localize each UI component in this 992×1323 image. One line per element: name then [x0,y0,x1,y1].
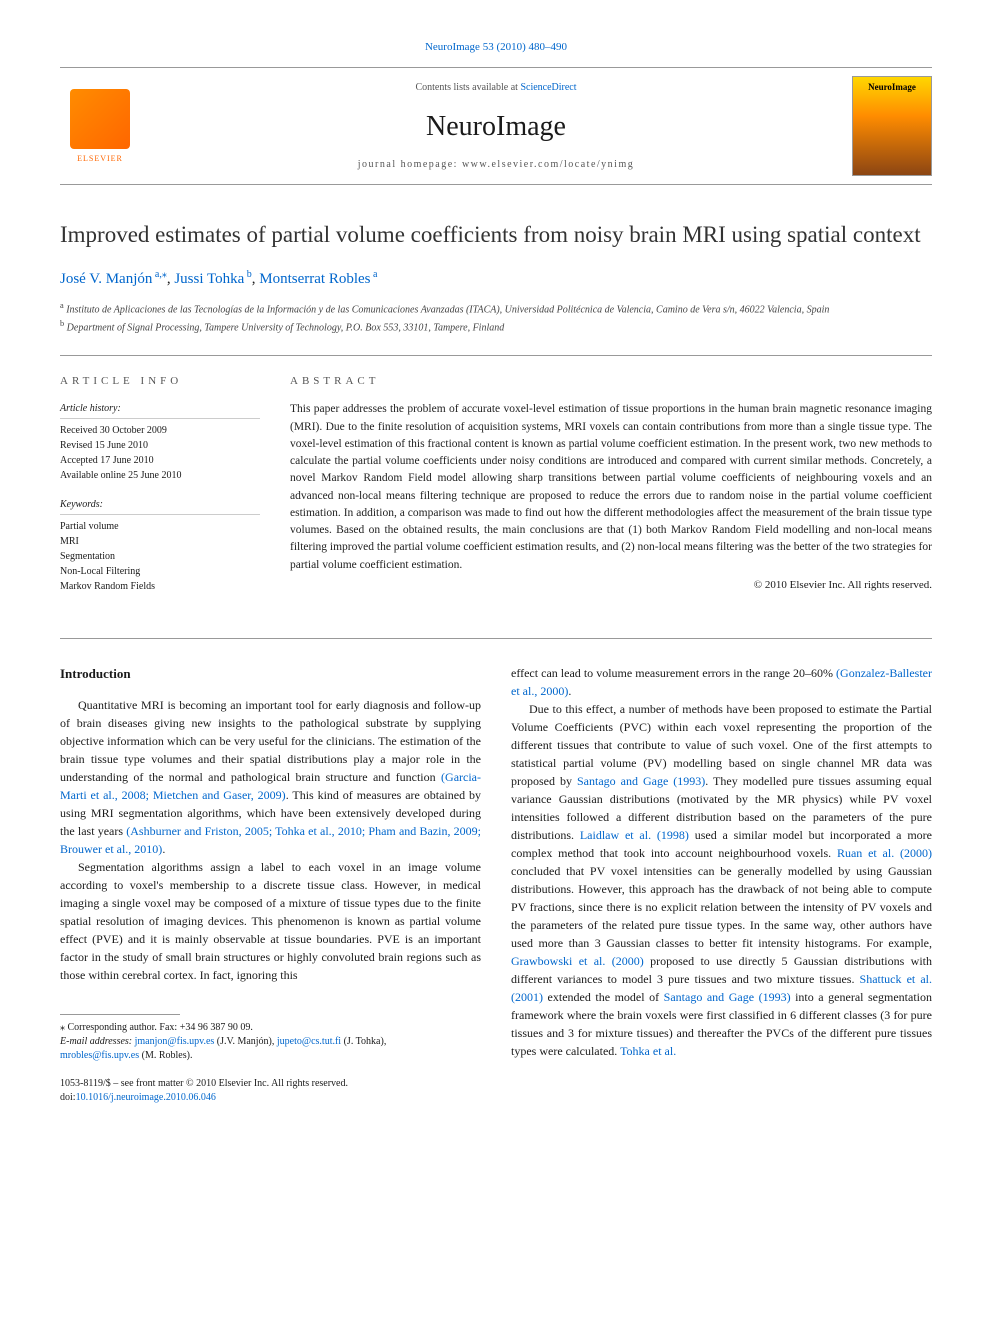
article-info-sidebar: ARTICLE INFO Article history: Received 3… [60,374,260,608]
author-mark: b [244,269,252,280]
body-column-left: Introduction Quantitative MRI is becomin… [60,664,481,1105]
reference-link[interactable]: (Ashburner and Friston, 2005; Tohka et a… [60,824,481,856]
body-paragraph: effect can lead to volume measurement er… [511,664,932,700]
history-item: Accepted 17 June 2010 [60,453,260,468]
reference-link[interactable]: Santago and Gage (1993) [577,774,705,788]
abstract-column: ABSTRACT This paper addresses the proble… [290,374,932,608]
keyword: Non-Local Filtering [60,564,260,579]
section-divider [60,638,932,639]
elsevier-tree-icon [70,89,130,149]
reference-link[interactable]: Laidlaw et al. (1998) [580,828,689,842]
article-title: Improved estimates of partial volume coe… [60,220,932,250]
body-paragraph: Due to this effect, a number of methods … [511,700,932,1060]
body-paragraph: Segmentation algorithms assign a label t… [60,858,481,984]
body-column-right: effect can lead to volume measurement er… [511,664,932,1105]
reference-link[interactable]: (Garcia-Marti et al., 2008; Mietchen and… [60,770,481,802]
abstract-text: This paper addresses the problem of accu… [290,401,932,574]
issn-line: 1053-8119/$ – see front matter © 2010 El… [60,1077,481,1091]
citation-header: NeuroImage 53 (2010) 480–490 [60,40,932,55]
keyword: Markov Random Fields [60,579,260,594]
email-who: (J. Tohka), [344,1036,387,1047]
keyword: MRI [60,534,260,549]
corresponding-author-note: ⁎ Corresponding author. Fax: +34 96 387 … [60,1021,481,1035]
sciencedirect-link[interactable]: ScienceDirect [520,82,576,93]
journal-banner: ELSEVIER Contents lists available at Sci… [60,67,932,185]
publisher-name: ELSEVIER [77,153,123,164]
footnotes: ⁎ Corresponding author. Fax: +34 96 387 … [60,1021,481,1063]
author-link[interactable]: José V. Manjón [60,271,152,287]
reference-link[interactable]: Grawbowski et al. (2000) [511,954,644,968]
doi-link[interactable]: 10.1016/j.neuroimage.2010.06.046 [76,1092,216,1103]
doi-prefix: doi: [60,1092,76,1103]
reference-link[interactable]: Tohka et al. [620,1044,676,1058]
email-link[interactable]: jmanjon@fis.upv.es [135,1036,215,1047]
citation-link[interactable]: NeuroImage 53 (2010) 480–490 [425,41,567,53]
affiliation: a Instituto de Aplicaciones de las Tecno… [60,300,932,317]
keyword: Segmentation [60,549,260,564]
abstract-heading: ABSTRACT [290,374,932,389]
intro-heading: Introduction [60,664,481,684]
author-mark: a [371,269,378,280]
email-link[interactable]: mrobles@fis.upv.es [60,1050,139,1061]
author-link[interactable]: Jussi Tohka [174,271,244,287]
keywords-label: Keywords: [60,497,260,515]
publisher-logo: ELSEVIER [60,81,140,171]
journal-name: NeuroImage [140,107,852,146]
journal-homepage: journal homepage: www.elsevier.com/locat… [140,158,852,172]
cover-title: NeuroImage [853,77,931,94]
abstract-copyright: © 2010 Elsevier Inc. All rights reserved… [290,578,932,593]
history-label: Article history: [60,401,260,419]
affiliations: a Instituto de Aplicaciones de las Tecno… [60,300,932,335]
email-who: (M. Robles). [142,1050,193,1061]
author-link[interactable]: Montserrat Robles [259,271,370,287]
affiliation: b Department of Signal Processing, Tampe… [60,318,932,335]
footer-meta: 1053-8119/$ – see front matter © 2010 El… [60,1077,481,1105]
keyword: Partial volume [60,519,260,534]
authors-line: José V. Manjón a,⁎, Jussi Tohka b, Monts… [60,268,932,290]
body-columns: Introduction Quantitative MRI is becomin… [60,664,932,1105]
reference-link[interactable]: Ruan et al. (2000) [837,846,932,860]
contents-prefix: Contents lists available at [415,82,520,93]
history-item: Available online 25 June 2010 [60,468,260,483]
reference-link[interactable]: (Gonzalez-Ballester et al., 2000) [511,666,932,698]
email-addresses: E-mail addresses: jmanjon@fis.upv.es (J.… [60,1035,481,1063]
footnote-separator [60,1014,180,1015]
email-who: (J.V. Manjón), [217,1036,275,1047]
body-paragraph: Quantitative MRI is becoming an importan… [60,696,481,858]
author-mark: a,⁎ [152,269,166,280]
email-link[interactable]: jupeto@cs.tut.fi [277,1036,341,1047]
reference-link[interactable]: Santago and Gage (1993) [664,990,791,1004]
journal-cover-thumbnail: NeuroImage [852,76,932,176]
article-info-heading: ARTICLE INFO [60,374,260,389]
email-label: E-mail addresses: [60,1036,132,1047]
history-item: Received 30 October 2009 [60,423,260,438]
history-item: Revised 15 June 2010 [60,438,260,453]
contents-line: Contents lists available at ScienceDirec… [140,81,852,95]
